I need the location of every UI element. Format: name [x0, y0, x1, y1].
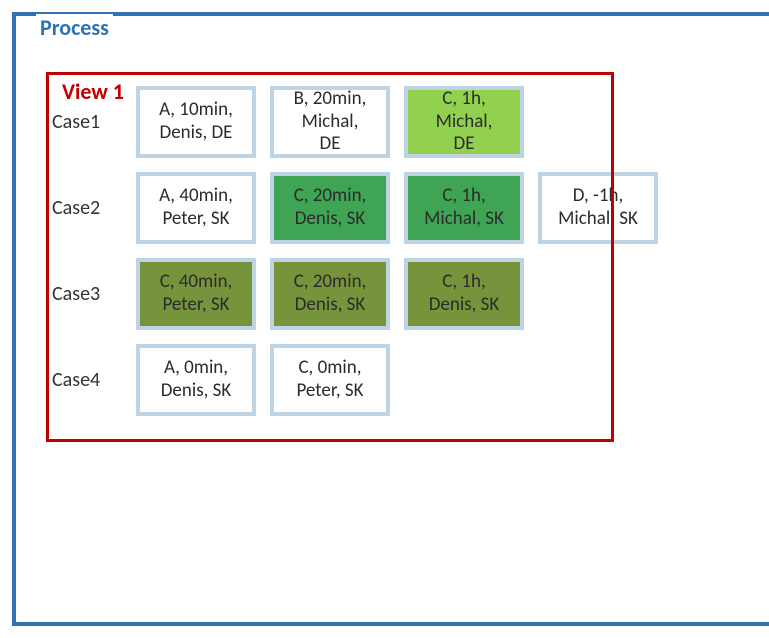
event-cell: C, 1h, Michal, SK	[404, 172, 524, 244]
view1-title: View 1	[58, 78, 128, 105]
event-cell: C, 40min, Peter, SK	[136, 258, 256, 330]
case-row: Case2 A, 40min, Peter, SKC, 20min, Denis,…	[52, 172, 763, 244]
process-title: Process	[36, 14, 113, 41]
event-cell: B, 20min, Michal, DE	[270, 86, 390, 158]
event-cell: C, 1h, Denis, SK	[404, 258, 524, 330]
event-cell: A, 40min, Peter, SK	[136, 172, 256, 244]
case-row: Case3 C, 40min, Peter, SKC, 20min, Denis,…	[52, 258, 763, 330]
event-cell: A, 0min, Denis, SK	[136, 344, 256, 416]
case-label: Case3	[52, 282, 122, 306]
case-label: Case1	[52, 110, 122, 134]
event-cell: C, 0min, Peter, SK	[270, 344, 390, 416]
case-label: Case4	[52, 368, 122, 392]
rows-container: Case1 A, 10min, Denis, DEB, 20min, Michal…	[52, 86, 763, 416]
event-cell: C, 20min, Denis, SK	[270, 258, 390, 330]
event-cell: A, 10min, Denis, DE	[136, 86, 256, 158]
event-cell: C, 1h, Michal, DE	[404, 86, 524, 158]
case-label: Case2	[52, 196, 122, 220]
case-row: Case1 A, 10min, Denis, DEB, 20min, Michal…	[52, 86, 763, 158]
process-panel: Process View 1 Case1 A, 10min, Denis, DEB…	[12, 12, 769, 626]
event-cell: D, -1h, Michal, SK	[538, 172, 658, 244]
case-row: Case4 A, 0min, Denis, SKC, 0min, Peter, S…	[52, 344, 763, 416]
event-cell: C, 20min, Denis, SK	[270, 172, 390, 244]
